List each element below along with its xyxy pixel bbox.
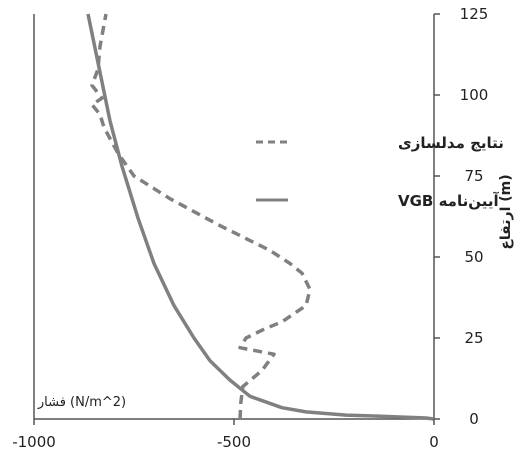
y-axis-label: ارتفاع (m): [498, 174, 514, 249]
series-layer: [86, 13, 435, 421]
x-tick-label: 0: [429, 433, 439, 451]
y-tick-label: 100: [460, 86, 489, 104]
series-line-2: [86, 13, 435, 421]
legend-label-series-2: آیین‌نامه VGB: [398, 192, 499, 210]
x-ticks: -1000 -500 0: [12, 419, 439, 451]
y-tick-label: 25: [464, 329, 483, 347]
y-tick-label: 50: [464, 248, 483, 266]
y-ticks: 0 25 50 75 100 125: [434, 5, 488, 428]
legend-label-series-1: نتایج مدلسازی: [398, 134, 504, 152]
y-tick-label: 0: [469, 410, 479, 428]
y-tick-label: 75: [464, 167, 483, 185]
x-axis-label: فشار (N/m^2): [37, 395, 126, 410]
y-tick-label: 125: [460, 5, 489, 23]
legend: نتایج مدلسازی آیین‌نامه VGB: [256, 134, 504, 210]
series-line-1: [90, 13, 312, 420]
plot-area: [33, 14, 435, 420]
x-tick-label: -500: [217, 433, 251, 451]
x-tick-label: -1000: [12, 433, 56, 451]
